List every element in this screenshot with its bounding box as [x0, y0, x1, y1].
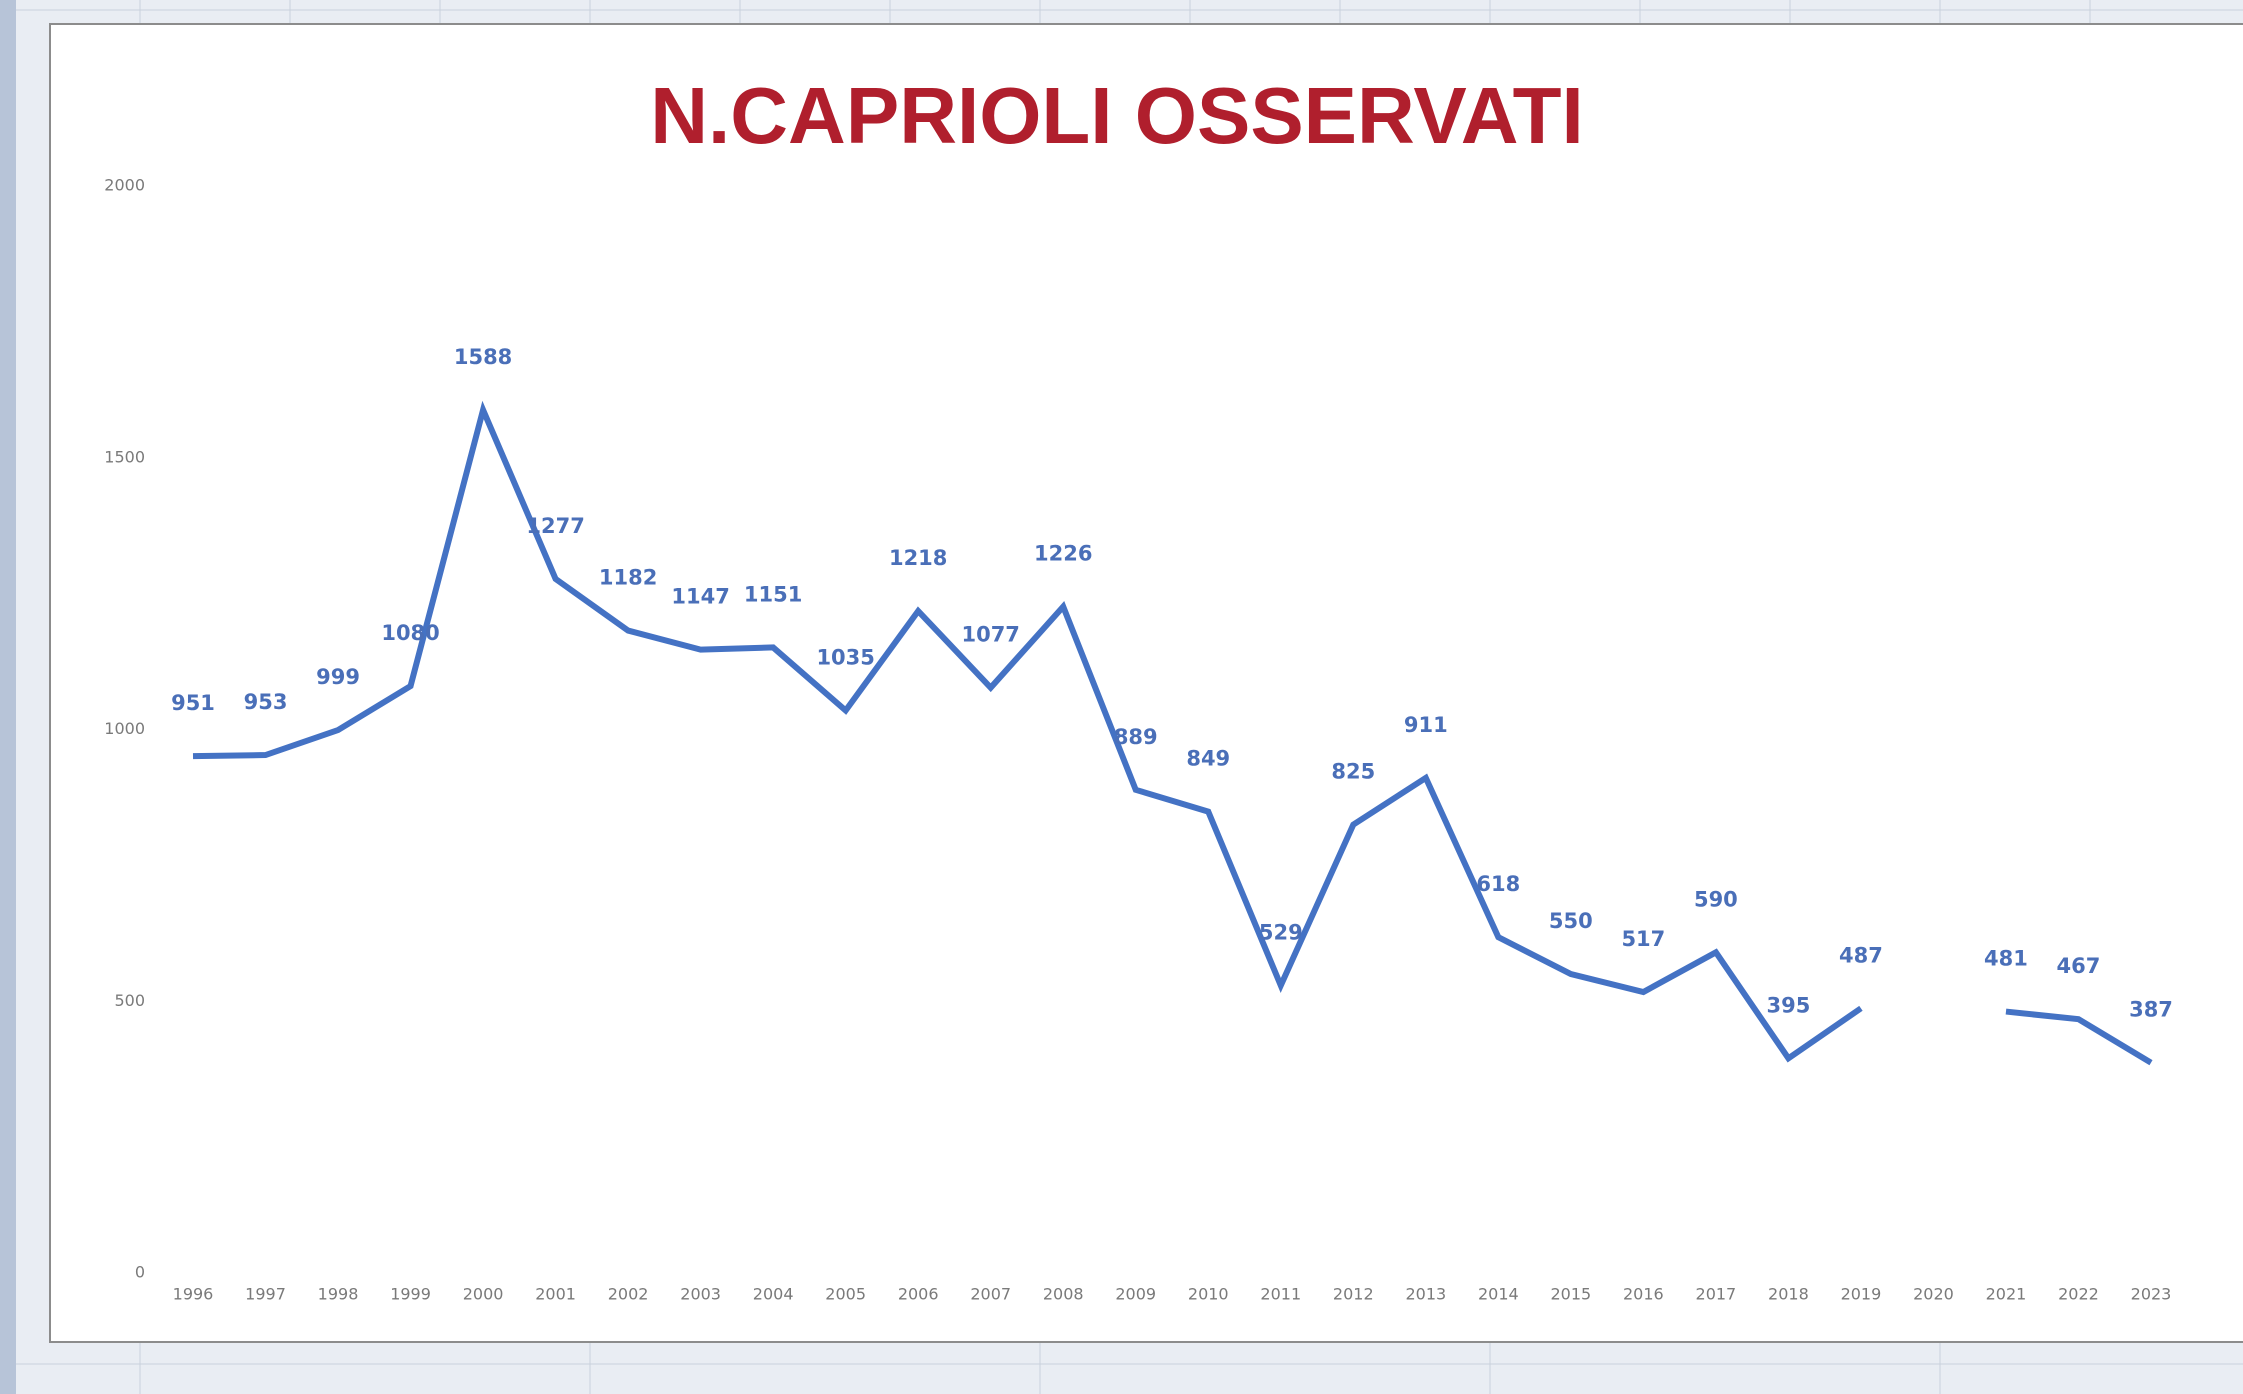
data-label: 1277 [526, 514, 584, 538]
x-tick-label: 1997 [245, 1285, 286, 1304]
x-tick-label: 2012 [1333, 1285, 1374, 1304]
data-label: 387 [2129, 998, 2173, 1022]
x-tick-label: 2020 [1913, 1285, 1954, 1304]
data-label: 590 [1694, 887, 1738, 911]
x-tick-label: 2021 [1986, 1285, 2027, 1304]
data-label: 517 [1621, 927, 1665, 951]
data-label: 1218 [889, 546, 947, 570]
data-label: 1080 [381, 621, 439, 645]
data-label: 481 [1984, 947, 2028, 971]
data-label: 953 [244, 690, 288, 714]
x-tick-label: 2018 [1768, 1285, 1809, 1304]
chart-frame [50, 24, 2243, 1342]
x-tick-label: 2014 [1478, 1285, 1519, 1304]
data-label: 1035 [816, 645, 874, 669]
x-tick-label: 2000 [463, 1285, 504, 1304]
x-tick-label: 1999 [390, 1285, 431, 1304]
data-label: 999 [316, 665, 360, 689]
data-label: 529 [1259, 920, 1303, 944]
x-tick-label: 1998 [318, 1285, 359, 1304]
data-label: 1147 [671, 585, 729, 609]
x-tick-label: 2007 [970, 1285, 1011, 1304]
x-tick-label: 2006 [898, 1285, 939, 1304]
x-tick-label: 2023 [2131, 1285, 2172, 1304]
side-strip [0, 0, 16, 1394]
data-label: 618 [1476, 872, 1520, 896]
x-tick-label: 2005 [825, 1285, 866, 1304]
data-label: 911 [1404, 713, 1448, 737]
data-label: 951 [171, 691, 215, 715]
y-tick-label: 0 [135, 1263, 145, 1282]
data-label: 1077 [961, 623, 1019, 647]
x-tick-label: 2004 [753, 1285, 794, 1304]
data-label: 1182 [599, 566, 657, 590]
y-tick-label: 1500 [104, 447, 145, 466]
y-tick-label: 500 [114, 991, 145, 1010]
x-tick-label: 2015 [1550, 1285, 1591, 1304]
data-label: 487 [1839, 943, 1883, 967]
x-tick-label: 2019 [1841, 1285, 1882, 1304]
x-tick-label: 2001 [535, 1285, 576, 1304]
y-tick-label: 2000 [104, 176, 145, 195]
x-tick-label: 2003 [680, 1285, 721, 1304]
y-tick-label: 1000 [104, 719, 145, 738]
data-label: 1588 [454, 345, 512, 369]
x-tick-label: 2011 [1260, 1285, 1301, 1304]
x-tick-label: 2009 [1115, 1285, 1156, 1304]
data-label: 849 [1186, 747, 1230, 771]
data-label: 825 [1331, 760, 1375, 784]
x-tick-label: 2008 [1043, 1285, 1084, 1304]
x-tick-label: 2002 [608, 1285, 649, 1304]
x-tick-label: 2013 [1405, 1285, 1446, 1304]
x-tick-label: 2017 [1696, 1285, 1737, 1304]
chart: N.CAPRIOLI OSSERVATI 0 500 1000 1500 2000 199… [0, 0, 2243, 1394]
data-label: 889 [1114, 725, 1158, 749]
data-label: 1151 [744, 582, 802, 606]
x-tick-label: 2010 [1188, 1285, 1229, 1304]
data-label: 550 [1549, 909, 1593, 933]
data-label: 1226 [1034, 542, 1092, 566]
data-label: 395 [1766, 993, 1810, 1017]
x-tick-label: 2016 [1623, 1285, 1664, 1304]
x-tick-label: 2022 [2058, 1285, 2099, 1304]
chart-title: N.CAPRIOLI OSSERVATI [650, 71, 1583, 160]
x-tick-label: 1996 [173, 1285, 214, 1304]
page: {"chart_data": {"type": "line", "title":… [0, 0, 2243, 1394]
data-label: 467 [2057, 954, 2101, 978]
